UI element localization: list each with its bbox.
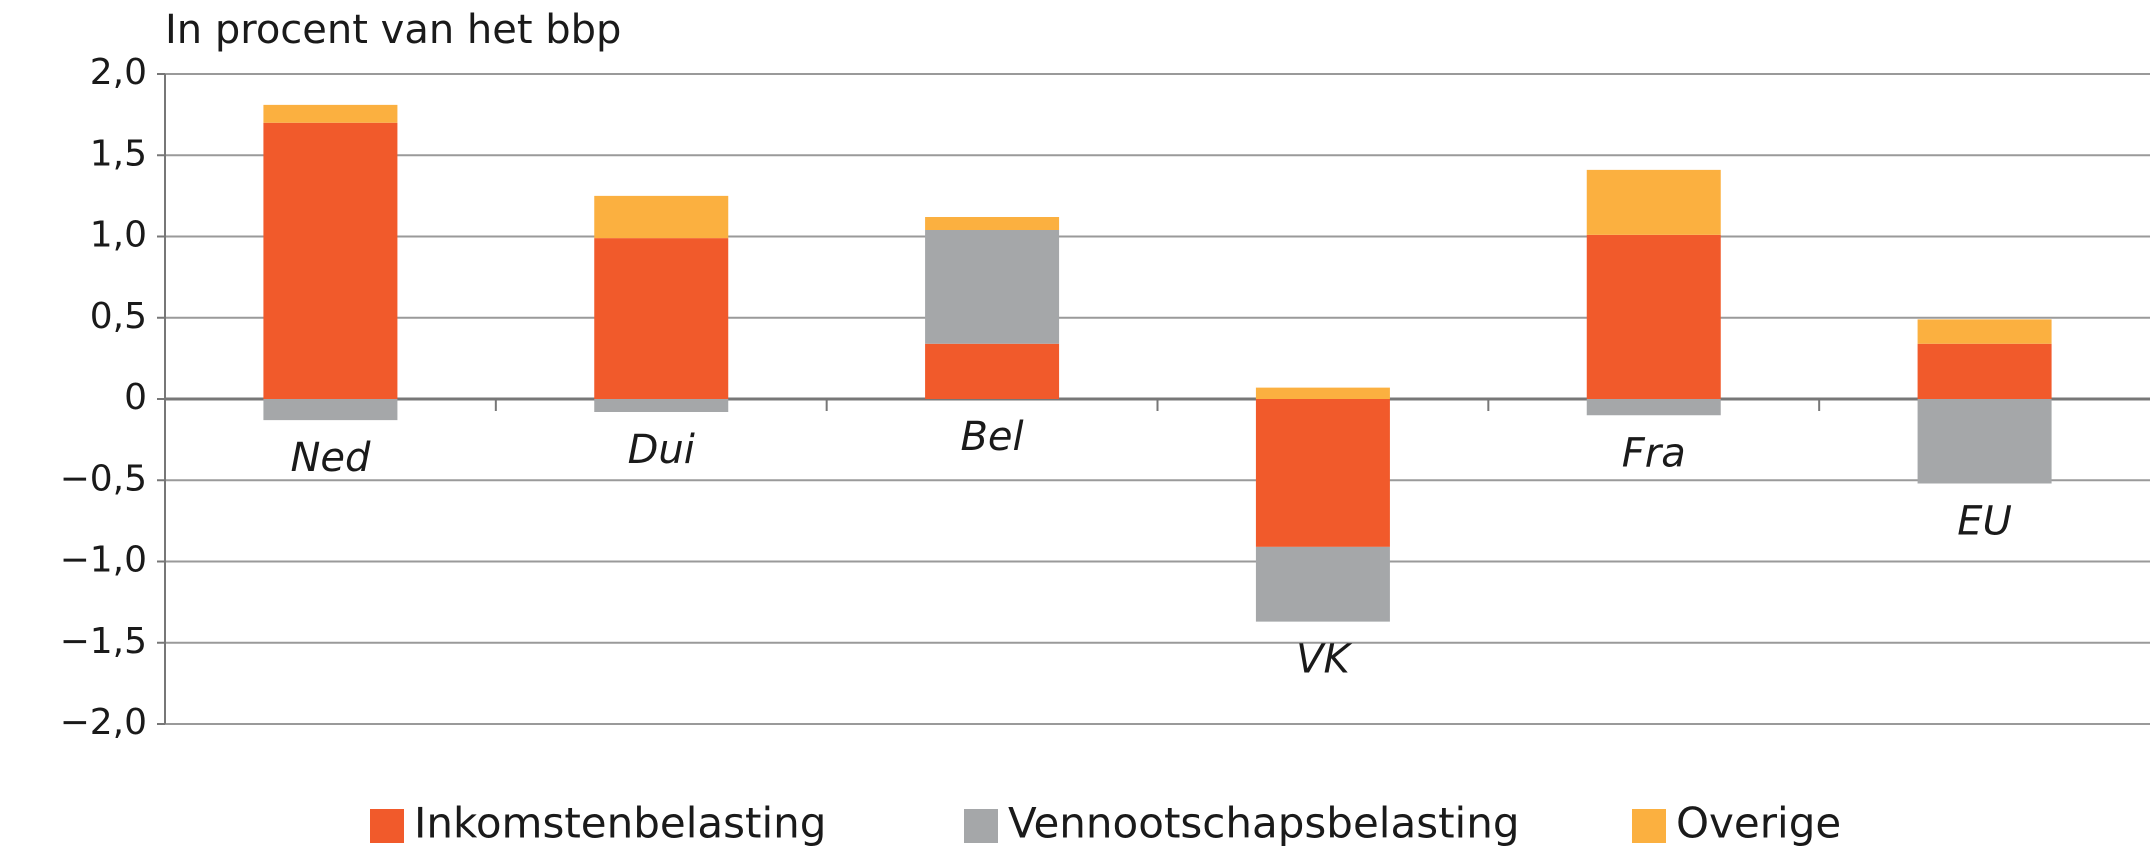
y-tick-label: −1,5: [60, 621, 147, 662]
legend-label: Overige: [1676, 799, 1841, 848]
y-tick-label: −1,0: [60, 540, 147, 581]
bar-segment: [594, 238, 729, 399]
bar-segment: [1917, 399, 2052, 484]
bar-segment: [1586, 234, 1721, 399]
bar-segment: [263, 104, 398, 123]
y-tick-label: 0,5: [90, 296, 147, 337]
bar-segment: [925, 217, 1060, 230]
y-tick-label: 2,0: [90, 52, 147, 93]
x-tick-label: Fra: [1622, 430, 1686, 476]
chart-title: In procent van het bbp: [165, 7, 621, 53]
bar-segment: [1255, 387, 1390, 399]
legend-swatch: [370, 809, 404, 843]
bar-segment: [925, 230, 1060, 344]
bar-segment: [1586, 169, 1721, 235]
bar-segment: [1255, 399, 1390, 547]
x-tick-label: VK: [1296, 637, 1352, 683]
y-tick-label: −0,5: [60, 458, 147, 499]
y-tick-label: 1,5: [90, 133, 147, 174]
bar-segment: [1917, 343, 2052, 399]
bar-segment: [594, 195, 729, 239]
bar-segment: [594, 399, 729, 412]
y-tick-label: −2,0: [60, 702, 147, 743]
legend-swatch: [964, 809, 998, 843]
legend-swatch: [1632, 809, 1666, 843]
y-tick-label: 0: [124, 377, 147, 418]
legend-label: Inkomstenbelasting: [414, 799, 826, 848]
bar-segment: [1917, 319, 2052, 344]
bar-segment: [1255, 546, 1390, 622]
bar-segment: [1586, 399, 1721, 416]
bar-segment: [263, 122, 398, 399]
legend-label: Vennootschapsbelasting: [1008, 799, 1520, 848]
x-tick-label: EU: [1957, 499, 2012, 545]
y-tick-label: 1,0: [90, 215, 147, 256]
bar-segment: [263, 399, 398, 421]
x-tick-label: Bel: [960, 414, 1023, 460]
x-tick-label: Dui: [628, 427, 695, 473]
bar-segment: [925, 343, 1060, 399]
x-tick-label: Ned: [290, 435, 371, 481]
